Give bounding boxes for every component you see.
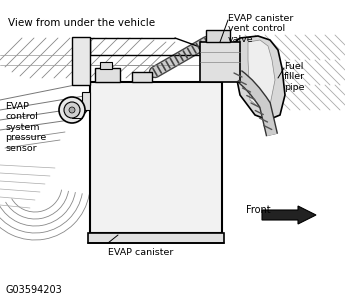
Bar xyxy=(206,30,230,42)
Text: EVAP canister: EVAP canister xyxy=(108,248,174,257)
Bar xyxy=(90,82,222,233)
Text: EVAP
control
system
pressure
sensor: EVAP control system pressure sensor xyxy=(5,102,46,153)
Bar xyxy=(72,37,90,85)
Bar xyxy=(132,72,152,82)
Bar xyxy=(82,92,90,110)
Bar xyxy=(200,42,240,82)
Circle shape xyxy=(59,97,85,123)
Circle shape xyxy=(69,107,75,113)
Text: Front: Front xyxy=(246,205,270,215)
Bar xyxy=(95,68,120,82)
Text: G03594203: G03594203 xyxy=(5,285,62,295)
Polygon shape xyxy=(248,40,275,108)
Text: View from under the vehicle: View from under the vehicle xyxy=(8,18,155,28)
Bar xyxy=(100,62,112,69)
Polygon shape xyxy=(262,206,316,224)
Circle shape xyxy=(64,102,80,118)
Text: EVAP canister
vent control
valve: EVAP canister vent control valve xyxy=(228,14,293,44)
Text: Fuel
filler
pipe: Fuel filler pipe xyxy=(284,62,305,92)
Polygon shape xyxy=(235,36,285,120)
Bar xyxy=(88,233,224,243)
